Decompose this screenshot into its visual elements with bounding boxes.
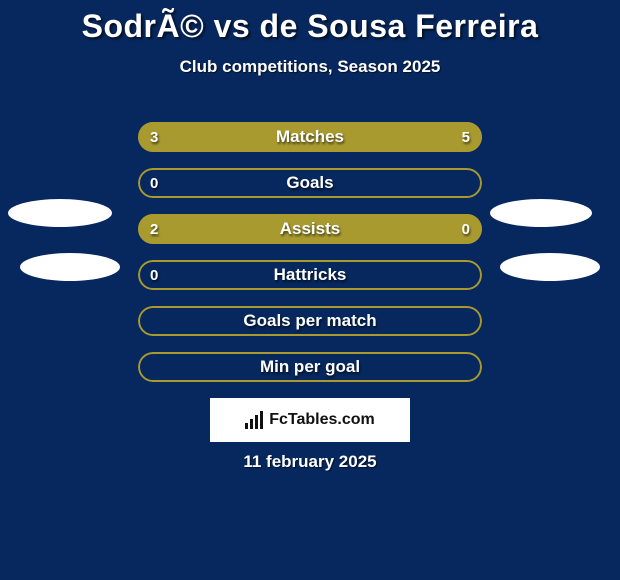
stat-bar: Assists2 0 — [138, 214, 482, 244]
bar-label: Hattricks — [138, 260, 482, 290]
bar-label: Goals — [138, 168, 482, 198]
stat-bar: Hattricks0 — [138, 260, 482, 290]
placeholder-oval — [8, 199, 112, 227]
stat-bar: Goals0 — [138, 168, 482, 198]
bar-label: Min per goal — [138, 352, 482, 382]
placeholder-oval — [500, 253, 600, 281]
subtitle: Club competitions, Season 2025 — [0, 57, 620, 77]
stat-bar: Goals per match — [138, 306, 482, 336]
fctables-logo: FcTables.com — [210, 398, 410, 442]
logo-text: FcTables.com — [269, 411, 375, 429]
bar-label: Matches — [138, 122, 482, 152]
comparison-bars: Matches35Goals0Assists20Hattricks0Goals … — [138, 122, 482, 398]
bar-left-value: 0 — [150, 168, 158, 198]
date-label: 11 february 2025 — [0, 452, 620, 472]
bar-label: Assists — [138, 214, 482, 244]
bar-right-value: 0 — [462, 214, 470, 244]
comparison-canvas: SodrÃ© vs de Sousa Ferreira Club competi… — [0, 0, 620, 580]
stat-bar: Matches3 5 — [138, 122, 482, 152]
page-title: SodrÃ© vs de Sousa Ferreira — [0, 0, 620, 45]
stat-bar: Min per goal — [138, 352, 482, 382]
logo-bars-icon — [245, 411, 263, 429]
placeholder-oval — [490, 199, 592, 227]
bar-left-value: 3 — [150, 122, 158, 152]
bar-left-value: 2 — [150, 214, 158, 244]
bar-right-value: 5 — [462, 122, 470, 152]
placeholder-oval — [20, 253, 120, 281]
bar-left-value: 0 — [150, 260, 158, 290]
bar-label: Goals per match — [138, 306, 482, 336]
